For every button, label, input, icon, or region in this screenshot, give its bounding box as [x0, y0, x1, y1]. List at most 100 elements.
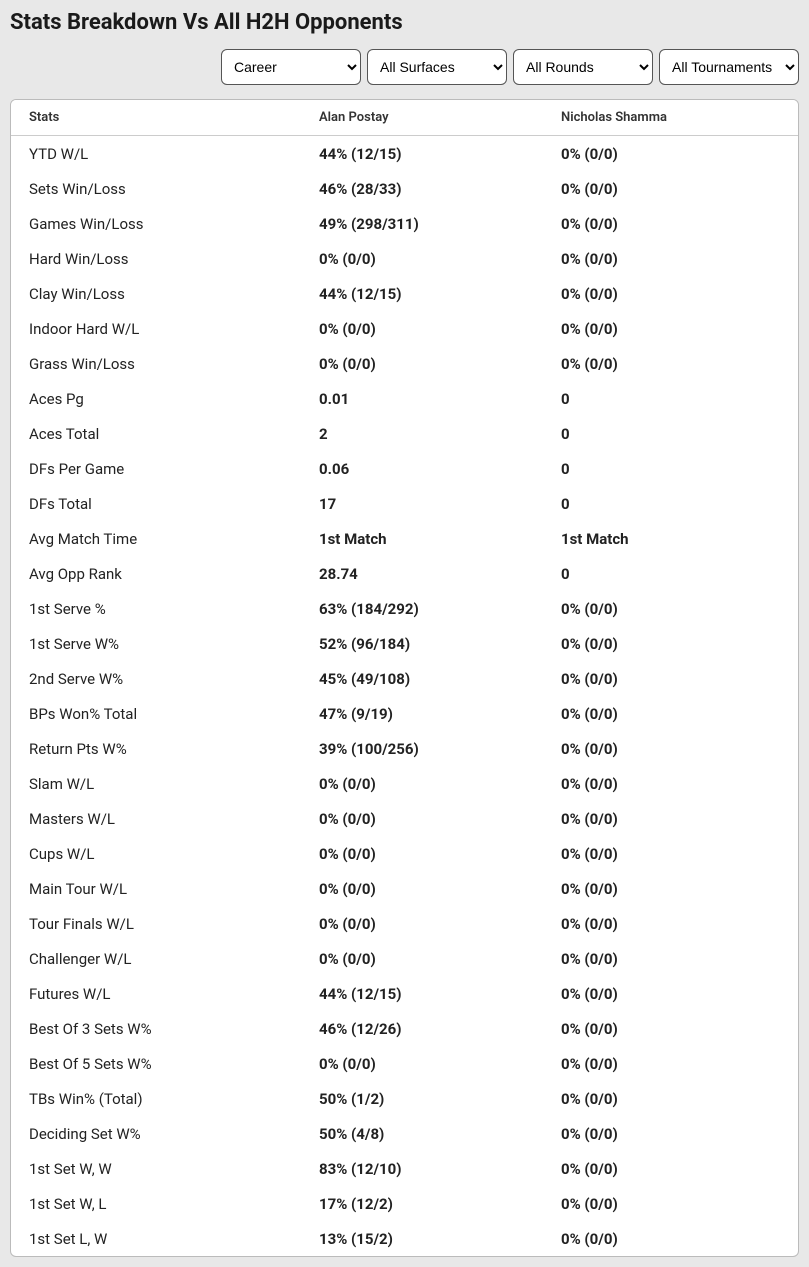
player2-value-cell: 0% (0/0) [543, 731, 798, 766]
player2-value-cell: 0% (0/0) [543, 311, 798, 346]
player2-value-cell: 0% (0/0) [543, 976, 798, 1011]
player2-value-cell: 0% (0/0) [543, 766, 798, 801]
table-row: Return Pts W%39% (100/256)0% (0/0) [11, 731, 798, 766]
player1-value-cell: 0% (0/0) [301, 871, 543, 906]
table-row: Challenger W/L0% (0/0)0% (0/0) [11, 941, 798, 976]
player2-value-cell: 0% (0/0) [543, 906, 798, 941]
player1-value-cell: 44% (12/15) [301, 136, 543, 172]
filter-tournaments[interactable]: All Tournaments [659, 49, 799, 85]
player1-value-cell: 28.74 [301, 556, 543, 591]
stat-name-cell: Games Win/Loss [11, 206, 301, 241]
player2-value-cell: 0% (0/0) [543, 241, 798, 276]
player2-value-cell: 0% (0/0) [543, 1151, 798, 1186]
table-row: 1st Set W, W83% (12/10)0% (0/0) [11, 1151, 798, 1186]
player1-value-cell: 0% (0/0) [301, 906, 543, 941]
player1-value-cell: 44% (12/15) [301, 976, 543, 1011]
player2-value-cell: 0% (0/0) [543, 626, 798, 661]
player2-value-cell: 0% (0/0) [543, 801, 798, 836]
table-row: Tour Finals W/L0% (0/0)0% (0/0) [11, 906, 798, 941]
player1-value-cell: 0% (0/0) [301, 1046, 543, 1081]
player1-value-cell: 0% (0/0) [301, 766, 543, 801]
table-row: Aces Total20 [11, 416, 798, 451]
player2-value-cell: 0% (0/0) [543, 276, 798, 311]
player2-value-cell: 0 [543, 486, 798, 521]
stat-name-cell: Sets Win/Loss [11, 171, 301, 206]
table-row: Aces Pg0.010 [11, 381, 798, 416]
player2-value-cell: 0% (0/0) [543, 171, 798, 206]
player1-value-cell: 0% (0/0) [301, 801, 543, 836]
stat-name-cell: Masters W/L [11, 801, 301, 836]
stat-name-cell: Challenger W/L [11, 941, 301, 976]
player2-value-cell: 0 [543, 451, 798, 486]
filter-rounds[interactable]: All Rounds [513, 49, 653, 85]
stat-name-cell: 1st Serve W% [11, 626, 301, 661]
player1-value-cell: 50% (4/8) [301, 1116, 543, 1151]
player2-value-cell: 0% (0/0) [543, 661, 798, 696]
table-row: Main Tour W/L0% (0/0)0% (0/0) [11, 871, 798, 906]
player1-value-cell: 46% (28/33) [301, 171, 543, 206]
table-row: Indoor Hard W/L0% (0/0)0% (0/0) [11, 311, 798, 346]
player2-value-cell: 0% (0/0) [543, 136, 798, 172]
player1-value-cell: 0% (0/0) [301, 836, 543, 871]
stat-name-cell: Indoor Hard W/L [11, 311, 301, 346]
player1-value-cell: 0.06 [301, 451, 543, 486]
table-row: YTD W/L44% (12/15)0% (0/0) [11, 136, 798, 172]
table-row: 1st Serve W%52% (96/184)0% (0/0) [11, 626, 798, 661]
player1-value-cell: 0.01 [301, 381, 543, 416]
player2-value-cell: 0% (0/0) [543, 941, 798, 976]
player1-value-cell: 17% (12/2) [301, 1186, 543, 1221]
stat-name-cell: 1st Set L, W [11, 1221, 301, 1256]
player1-value-cell: 52% (96/184) [301, 626, 543, 661]
table-row: Best Of 3 Sets W%46% (12/26)0% (0/0) [11, 1011, 798, 1046]
player2-value-cell: 0% (0/0) [543, 871, 798, 906]
player1-value-cell: 47% (9/19) [301, 696, 543, 731]
player2-value-cell: 0 [543, 416, 798, 451]
player1-value-cell: 39% (100/256) [301, 731, 543, 766]
player2-value-cell: 0% (0/0) [543, 836, 798, 871]
stat-name-cell: Cups W/L [11, 836, 301, 871]
filter-surfaces[interactable]: All Surfaces [367, 49, 507, 85]
table-row: 1st Set L, W13% (15/2)0% (0/0) [11, 1221, 798, 1256]
table-row: DFs Total170 [11, 486, 798, 521]
player1-value-cell: 49% (298/311) [301, 206, 543, 241]
stat-name-cell: Tour Finals W/L [11, 906, 301, 941]
stat-name-cell: Aces Pg [11, 381, 301, 416]
stat-name-cell: Best Of 5 Sets W% [11, 1046, 301, 1081]
table-row: TBs Win% (Total)50% (1/2)0% (0/0) [11, 1081, 798, 1116]
stat-name-cell: Avg Match Time [11, 521, 301, 556]
stat-name-cell: DFs Total [11, 486, 301, 521]
stat-name-cell: 2nd Serve W% [11, 661, 301, 696]
table-row: Cups W/L0% (0/0)0% (0/0) [11, 836, 798, 871]
col-header-stats: Stats [11, 100, 301, 136]
stat-name-cell: 1st Set W, L [11, 1186, 301, 1221]
table-row: Masters W/L0% (0/0)0% (0/0) [11, 801, 798, 836]
player1-value-cell: 46% (12/26) [301, 1011, 543, 1046]
player2-value-cell: 0% (0/0) [543, 346, 798, 381]
table-row: 2nd Serve W%45% (49/108)0% (0/0) [11, 661, 798, 696]
table-row: Clay Win/Loss44% (12/15)0% (0/0) [11, 276, 798, 311]
player1-value-cell: 0% (0/0) [301, 311, 543, 346]
stat-name-cell: TBs Win% (Total) [11, 1081, 301, 1116]
stat-name-cell: Clay Win/Loss [11, 276, 301, 311]
player2-value-cell: 0% (0/0) [543, 1046, 798, 1081]
stat-name-cell: Slam W/L [11, 766, 301, 801]
stat-name-cell: Return Pts W% [11, 731, 301, 766]
table-header-row: Stats Alan Postay Nicholas Shamma [11, 100, 798, 136]
stat-name-cell: YTD W/L [11, 136, 301, 172]
filters-bar: Career All Surfaces All Rounds All Tourn… [10, 49, 799, 85]
player1-value-cell: 13% (15/2) [301, 1221, 543, 1256]
table-row: BPs Won% Total47% (9/19)0% (0/0) [11, 696, 798, 731]
table-row: Grass Win/Loss0% (0/0)0% (0/0) [11, 346, 798, 381]
player2-value-cell: 0% (0/0) [543, 1186, 798, 1221]
player2-value-cell: 1st Match [543, 521, 798, 556]
player1-value-cell: 0% (0/0) [301, 941, 543, 976]
table-row: Deciding Set W%50% (4/8)0% (0/0) [11, 1116, 798, 1151]
stat-name-cell: Grass Win/Loss [11, 346, 301, 381]
player1-value-cell: 50% (1/2) [301, 1081, 543, 1116]
player2-value-cell: 0% (0/0) [543, 1011, 798, 1046]
filter-career[interactable]: Career [221, 49, 361, 85]
stat-name-cell: Main Tour W/L [11, 871, 301, 906]
stat-name-cell: Futures W/L [11, 976, 301, 1011]
stat-name-cell: Aces Total [11, 416, 301, 451]
player2-value-cell: 0% (0/0) [543, 591, 798, 626]
